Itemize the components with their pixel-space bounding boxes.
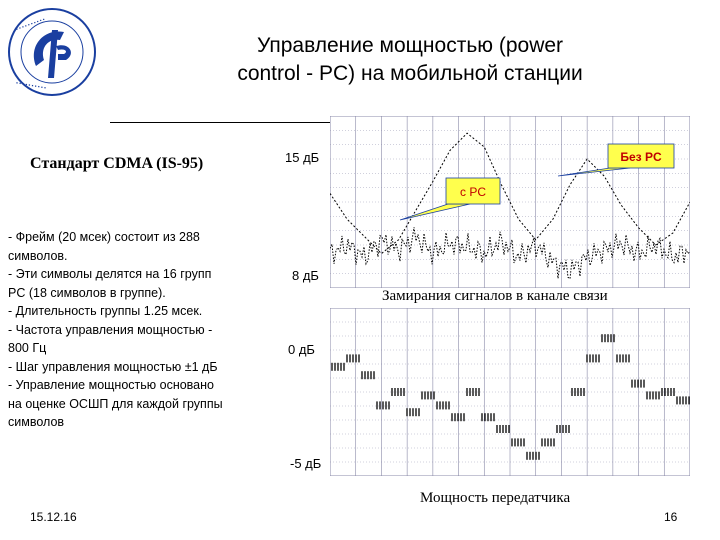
bullet-line: - Длительность группы 1.25 мсек. (8, 304, 203, 318)
slide-title: Управление мощностью (power control - PC… (170, 32, 650, 88)
series-tx-power (331, 334, 690, 460)
callout-without-pc: Без PC (620, 150, 662, 164)
series-with-pc (330, 227, 690, 280)
callout-box-without-pc (607, 143, 675, 169)
bullet-line: - Частота управления мощностью - (8, 322, 213, 337)
power-bottom-label: -5 дБ (290, 456, 322, 471)
university-logo: ▪ ▪ ▪ ▪ ▪ ▪ ▪ ▪ ▪ ▪ ▪ ▪ ▪ ▪ ▪ ▪ ▪ ▪ ▪ ▪ (8, 8, 96, 96)
fading-top-label: 15 дБ (285, 150, 320, 165)
bullet-line: - Управление мощностью основано (8, 378, 214, 392)
power-chart (330, 308, 690, 476)
bullet-line: - Эти символы делятся на 16 групп (8, 267, 212, 281)
bullet-line: символов. (8, 248, 68, 263)
title-line-2: control - PC) на мобильной станции (237, 62, 583, 85)
standard-heading: Стандарт CDMA (IS-95) (30, 155, 204, 172)
fading-chart: с PC Без PC (330, 116, 690, 288)
svg-text:▪ ▪ ▪ ▪ ▪ ▪ ▪ ▪ ▪ ▪: ▪ ▪ ▪ ▪ ▪ ▪ ▪ ▪ ▪ ▪ (16, 80, 47, 91)
title-divider (110, 122, 338, 123)
power-caption: Мощность передатчика (420, 490, 571, 506)
footer-page-number: 16 (664, 510, 678, 524)
bullet-list: - Фрейм (20 мсек) состоит из 288 символо… (8, 228, 288, 432)
bullet-line: 800 Гц (8, 341, 47, 355)
fading-bottom-label: 8 дБ (292, 268, 319, 283)
title-line-1: Управление мощностью (power (256, 34, 564, 57)
bullet-line: - Шаг управления мощностью ±1 дБ (8, 359, 218, 374)
callout-with-pc: с PC (460, 185, 486, 199)
power-top-label: 0 дБ (288, 342, 315, 357)
footer-date: 15.12.16 (30, 510, 77, 524)
bullet-line: символов (8, 415, 65, 429)
callout-box-with-pc (445, 177, 501, 205)
bullet-line: на оценке ОСШП для каждой группы (8, 396, 223, 411)
power-chart-grid (330, 308, 690, 476)
bullet-line: PC (18 символов в группе). (8, 285, 166, 300)
fading-caption: Замирания сигналов в канале связи (382, 288, 608, 304)
bullet-line: - Фрейм (20 мсек) состоит из 288 (8, 230, 200, 244)
